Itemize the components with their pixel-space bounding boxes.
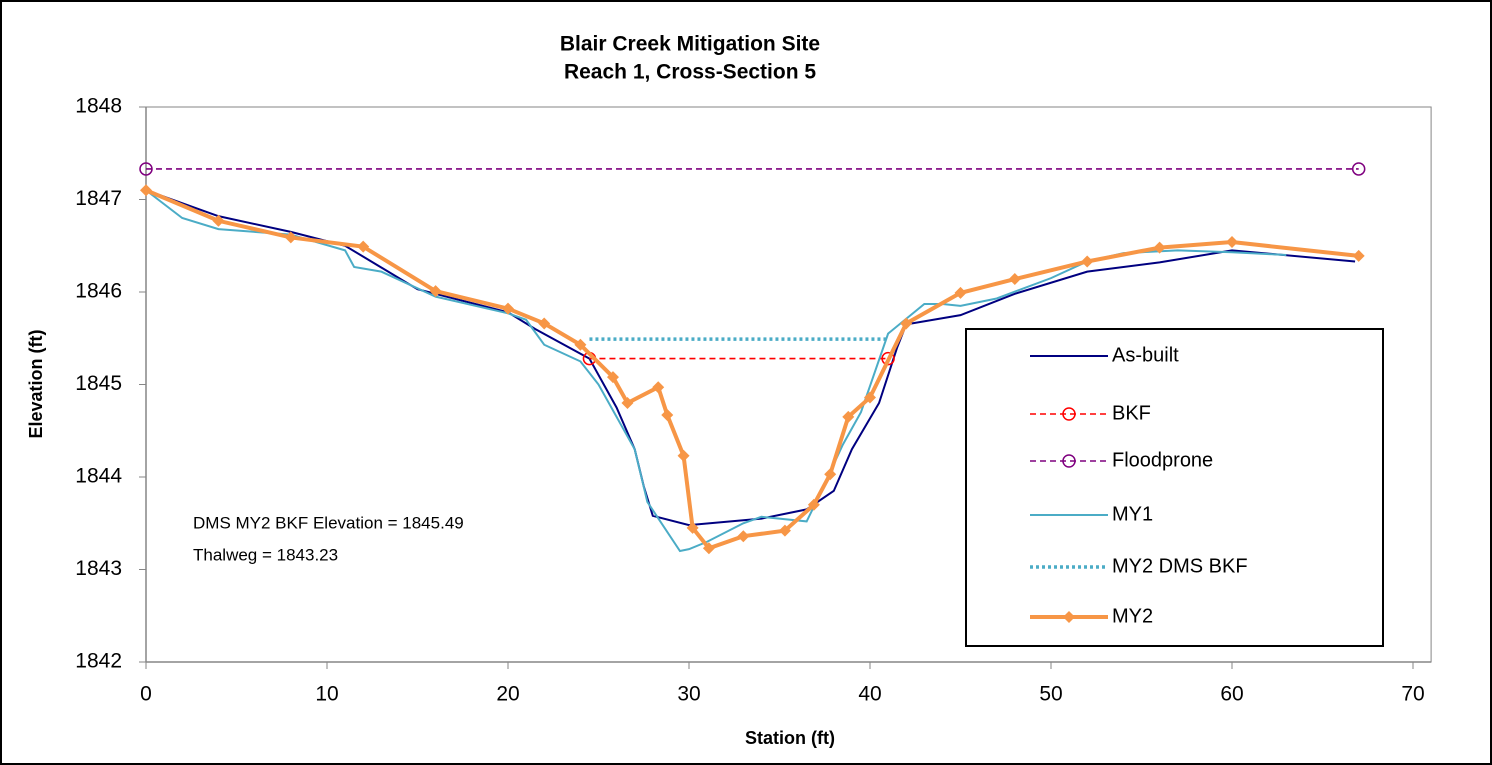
legend-box: [965, 328, 1384, 647]
x-tick-label: 30: [677, 683, 700, 706]
point-marker: [1153, 241, 1166, 254]
point-marker: [574, 338, 587, 351]
point-marker: [652, 381, 665, 394]
point-marker: [737, 530, 750, 543]
point-marker: [954, 286, 967, 299]
x-tick-label: 50: [1039, 683, 1062, 706]
point-marker: [139, 162, 153, 176]
x-tick-label: 70: [1401, 683, 1424, 706]
series-line: [145, 188, 1359, 551]
point-marker: [900, 317, 913, 330]
x-tick-label: 60: [1220, 683, 1243, 706]
series-line: [145, 189, 1287, 553]
x-tick-label: 10: [315, 683, 338, 706]
x-tick-label: 40: [858, 683, 881, 706]
legend-label: MY2 DMS BKF: [1112, 555, 1248, 577]
chart-subtitle: Reach 1, Cross-Section 5: [564, 61, 816, 84]
legend: As-built BKF Floodprone MY1 MY2 DMS BKF MY2: [965, 328, 1384, 647]
y-tick-label: 1844: [75, 465, 122, 488]
y-axis-label: Elevation (ft): [26, 329, 46, 438]
point-marker: [1062, 407, 1076, 421]
point-marker: [702, 542, 715, 555]
point-marker: [621, 397, 634, 409]
point-marker: [502, 302, 514, 315]
point-marker: [212, 214, 225, 227]
x-axis-label: Station (ft): [745, 728, 835, 748]
point-marker: [842, 410, 855, 423]
point-marker: [606, 371, 619, 384]
point-marker: [140, 184, 152, 197]
point-marker: [824, 468, 837, 481]
point-marker: [778, 524, 791, 537]
point-marker: [677, 449, 690, 462]
chart-title: Blair Creek Mitigation Site: [560, 33, 820, 56]
legend-label: MY2: [1112, 605, 1153, 627]
point-marker: [1352, 249, 1365, 262]
point-marker: [1063, 611, 1075, 623]
x-tick-label: 20: [496, 683, 519, 706]
point-marker: [807, 498, 820, 511]
y-tick-label: 1846: [75, 280, 122, 303]
annotation: Thalweg = 1843.23: [193, 545, 338, 564]
point-marker: [1351, 162, 1366, 176]
point-marker: [686, 521, 699, 534]
legend-label: MY1: [1112, 503, 1153, 525]
x-tick-label: 0: [140, 683, 152, 706]
legend-label: BKF: [1112, 402, 1151, 424]
legend-label: As-built: [1112, 344, 1179, 366]
point-marker: [429, 285, 442, 298]
annotation: DMS MY2 BKF Elevation = 1845.49: [193, 513, 464, 532]
point-marker: [1226, 236, 1238, 249]
point-marker: [864, 391, 876, 404]
y-tick-label: 1848: [75, 95, 122, 118]
point-marker: [661, 409, 674, 422]
point-marker: [284, 231, 297, 244]
legend-label: Floodprone: [1112, 449, 1213, 471]
y-tick-label: 1845: [75, 372, 122, 395]
y-tick-label: 1847: [75, 187, 122, 210]
y-tick-label: 1843: [75, 557, 122, 580]
point-marker: [1081, 255, 1094, 268]
point-marker: [1062, 454, 1076, 468]
point-marker: [1008, 273, 1021, 286]
y-tick-label: 1842: [75, 650, 122, 673]
point-marker: [538, 317, 551, 330]
point-marker: [357, 240, 370, 253]
